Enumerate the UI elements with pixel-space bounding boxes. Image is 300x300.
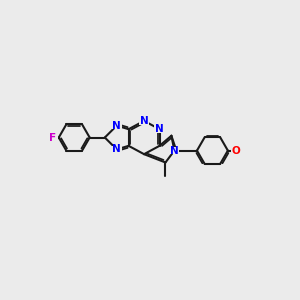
FancyBboxPatch shape: [231, 147, 241, 154]
Text: F: F: [49, 133, 56, 142]
Text: N: N: [112, 144, 121, 154]
Text: O: O: [232, 146, 241, 156]
FancyBboxPatch shape: [112, 146, 122, 153]
FancyBboxPatch shape: [112, 122, 122, 130]
Text: N: N: [155, 124, 164, 134]
FancyBboxPatch shape: [154, 125, 165, 133]
FancyBboxPatch shape: [139, 117, 149, 125]
FancyBboxPatch shape: [169, 147, 179, 154]
Text: N: N: [140, 116, 148, 126]
Text: N: N: [112, 121, 121, 130]
FancyBboxPatch shape: [48, 134, 58, 141]
Text: N: N: [170, 146, 179, 156]
